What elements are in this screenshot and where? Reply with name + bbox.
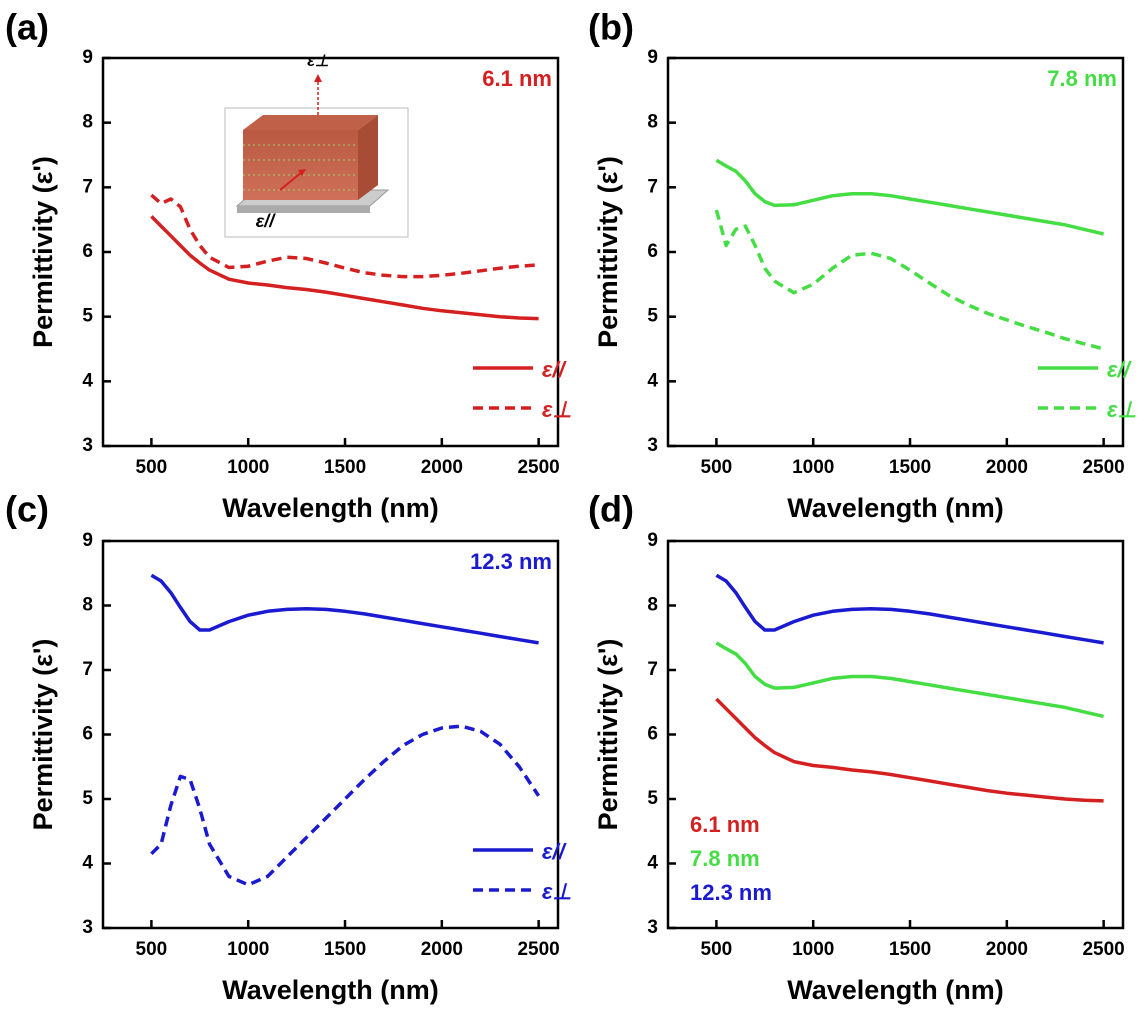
data-line [715, 697, 1104, 803]
data-line [150, 215, 539, 321]
legend-label: ε// [542, 839, 568, 864]
y-tick-label: 7 [647, 176, 658, 197]
legend-label: 6.1 nm [690, 812, 760, 837]
inset-arrowhead [298, 169, 306, 176]
inset-cube-front [243, 130, 358, 200]
x-tick-label: 1000 [792, 939, 834, 960]
x-tick-label: 2000 [986, 939, 1028, 960]
y-tick-label: 9 [82, 530, 93, 551]
inset-arrowhead [314, 74, 322, 82]
y-tick-label: 6 [82, 241, 93, 262]
x-tick-label: 1000 [227, 939, 269, 960]
annotation: 6.1 nm [482, 66, 552, 91]
y-tick-label: 5 [647, 788, 658, 809]
x-tick-label: 2000 [421, 939, 463, 960]
x-axis-label: Wavelength (nm) [787, 493, 1004, 523]
x-tick-label: 500 [701, 939, 733, 960]
data-line [715, 158, 1104, 236]
inset-layers [243, 144, 358, 191]
y-tick-label: 7 [82, 176, 93, 197]
x-tick-label: 1500 [324, 939, 366, 960]
inset-substrate-edge [237, 206, 370, 213]
legend-label: ε⊥ [542, 879, 572, 904]
x-axis-label: Wavelength (nm) [222, 975, 439, 1005]
x-tick-label: 1500 [324, 457, 366, 478]
x-tick-label: 500 [701, 457, 733, 478]
y-tick-label: 5 [82, 306, 93, 327]
y-tick-label: 9 [82, 47, 93, 68]
panel-label: (c) [5, 489, 49, 530]
y-tick-label: 5 [647, 306, 658, 327]
x-tick-label: 2500 [517, 457, 559, 478]
inset-arrow-par [279, 171, 303, 191]
y-tick-label: 5 [82, 788, 93, 809]
x-tick-label: 1000 [792, 457, 834, 478]
y-tick-label: 7 [647, 659, 658, 680]
y-tick-label: 4 [82, 853, 93, 874]
x-tick-label: 1000 [227, 457, 269, 478]
inset-cube-top [243, 115, 378, 130]
data-line [150, 573, 539, 645]
inset-cube-side [358, 115, 378, 200]
y-tick-label: 8 [647, 595, 658, 616]
y-tick-label: 3 [647, 435, 658, 456]
y-axis-label: Permittivity (ε') [28, 156, 58, 348]
x-tick-label: 2500 [517, 939, 559, 960]
y-tick-label: 8 [647, 112, 658, 133]
legend-label: 7.8 nm [690, 846, 760, 871]
y-tick-label: 6 [82, 724, 93, 745]
annotation: 12.3 nm [470, 549, 552, 574]
x-axis-label: Wavelength (nm) [222, 493, 439, 523]
y-tick-label: 4 [647, 853, 658, 874]
y-tick-label: 4 [647, 370, 658, 391]
x-tick-label: 1500 [889, 939, 931, 960]
legend-label: 12.3 nm [690, 880, 772, 905]
inset-label: ε// [256, 211, 277, 231]
x-tick-label: 2500 [1082, 939, 1124, 960]
y-tick-label: 6 [647, 241, 658, 262]
x-tick-label: 1500 [889, 457, 931, 478]
y-tick-label: 9 [647, 530, 658, 551]
y-tick-label: 6 [647, 724, 658, 745]
legend-label: ε⊥ [1107, 397, 1137, 422]
y-axis-label: Permittivity (ε') [593, 156, 623, 348]
panel: 500 1000 1500 2000 2500 3 4 5 6 7 8 9 Wavelength (nm… [5, 489, 572, 1006]
panel: 500 1000 1500 2000 2500 3 4 5 6 7 8 9 Wavelength (nm… [588, 7, 1137, 524]
plot-frame [101, 539, 560, 930]
y-tick-label: 8 [82, 112, 93, 133]
legend-label: ε⊥ [542, 397, 572, 422]
panel-label: (d) [588, 489, 634, 530]
x-tick-label: 2000 [986, 457, 1028, 478]
data-line [714, 209, 1105, 351]
data-line [150, 193, 539, 279]
y-axis-label: Permittivity (ε') [28, 639, 58, 831]
y-tick-label: 7 [82, 659, 93, 680]
x-tick-label: 2000 [421, 457, 463, 478]
panel: 500 1000 1500 2000 2500 3 4 5 6 7 8 9 Wavelength (nm… [588, 489, 1125, 1006]
data-line [150, 724, 541, 887]
panel: 500 1000 1500 2000 2500 3 4 5 6 7 8 9 Wavelength (nm… [5, 7, 572, 524]
y-tick-label: 9 [647, 47, 658, 68]
x-axis-label: Wavelength (nm) [787, 975, 1004, 1005]
plot-frame [666, 56, 1125, 448]
data-line [715, 641, 1104, 719]
y-tick-label: 3 [82, 917, 93, 938]
data-line [715, 573, 1104, 645]
panel-label: (a) [5, 7, 49, 48]
y-tick-label: 3 [647, 917, 658, 938]
y-tick-label: 4 [82, 370, 93, 391]
annotation: 7.8 nm [1047, 66, 1117, 91]
x-tick-label: 2500 [1082, 457, 1124, 478]
inset-label: ε⊥ [307, 53, 329, 70]
legend-label: ε// [542, 357, 568, 382]
panel-label: (b) [588, 7, 634, 48]
legend-label: ε// [1107, 357, 1133, 382]
x-tick-label: 500 [136, 939, 168, 960]
x-tick-label: 500 [136, 457, 168, 478]
y-axis-label: Permittivity (ε') [593, 639, 623, 831]
y-tick-label: 3 [82, 435, 93, 456]
inset: ε⊥ ε// [224, 53, 409, 238]
y-tick-label: 8 [82, 595, 93, 616]
